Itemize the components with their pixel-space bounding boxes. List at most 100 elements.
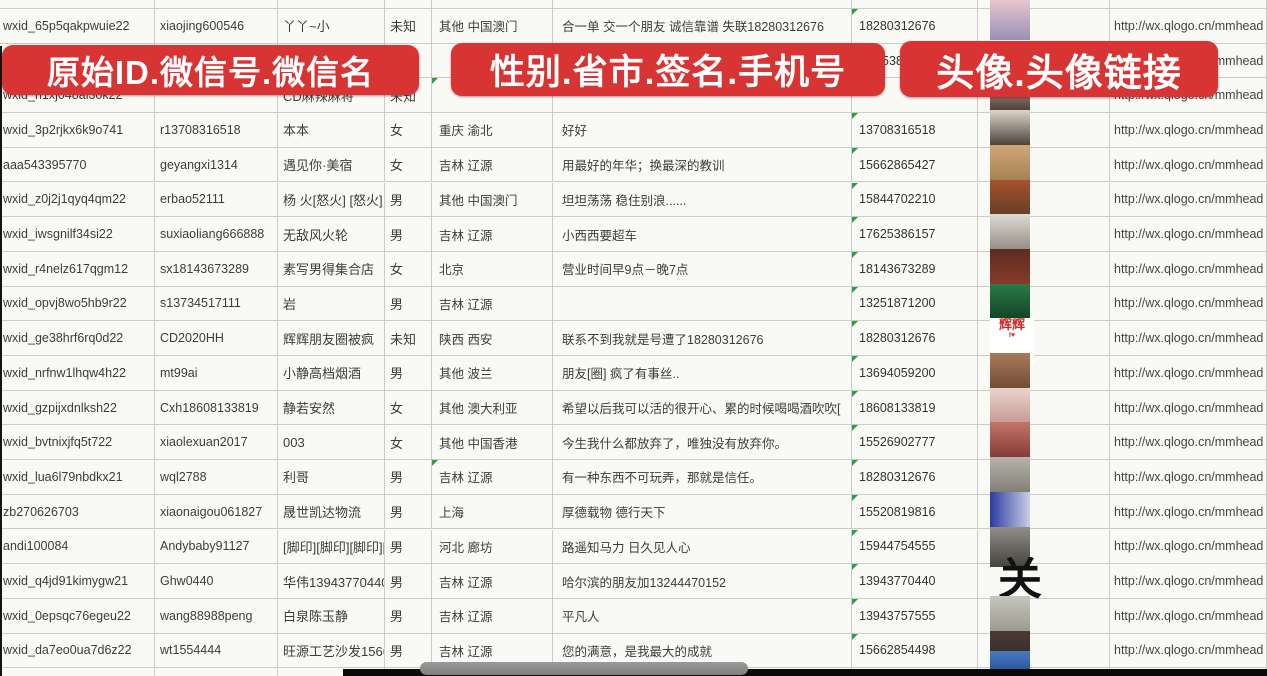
- cell-name[interactable]: 素写男得集合店: [278, 251, 385, 286]
- avatar-person-in-car[interactable]: [990, 214, 1030, 255]
- cell-gender[interactable]: [385, 0, 432, 8]
- cell-name[interactable]: 杨 火[怒火] [怒火]: [278, 182, 385, 217]
- cell-url[interactable]: http://wx.qlogo.cn/mmhead: [1110, 9, 1267, 43]
- cell-name[interactable]: 白泉陈玉静: [278, 598, 385, 633]
- cell-avatar[interactable]: [978, 529, 1110, 564]
- cell-id[interactable]: [0, 0, 155, 8]
- cell-name[interactable]: 华伟13943770440: [278, 564, 385, 598]
- cell-avatar[interactable]: [978, 217, 1110, 251]
- cell-phone[interactable]: 13943770440: [852, 564, 978, 598]
- cell-name[interactable]: 遇见你·美宿: [278, 147, 385, 182]
- avatar-building-gate[interactable]: [990, 526, 1030, 567]
- cell-region[interactable]: 吉林 辽源: [432, 460, 553, 494]
- cell-phone[interactable]: 18280312676: [852, 321, 978, 355]
- cell-region[interactable]: 陕西 西安: [432, 321, 553, 355]
- cell-signature[interactable]: 希望以后我可以活的很开心、累的时候喝喝酒吹吹[: [553, 390, 852, 425]
- cell-gender[interactable]: 女: [385, 251, 432, 286]
- cell-wechat[interactable]: sx18143673289: [155, 251, 278, 286]
- cell-avatar[interactable]: [978, 390, 1110, 425]
- cell-avatar[interactable]: [978, 598, 1110, 633]
- cell-phone[interactable]: 18608133819: [852, 390, 978, 425]
- cell-gender[interactable]: [385, 43, 432, 78]
- cell-id[interactable]: wxid_bvtnixjfq5t722: [0, 425, 155, 460]
- cell-region[interactable]: 其他 中国澳门: [432, 9, 553, 43]
- cell-signature[interactable]: 朋友[圈] 疯了有事丝..: [553, 356, 852, 390]
- cell-name[interactable]: 岩: [278, 286, 385, 321]
- cell-url[interactable]: http://wx.qlogo.cn/mmhead: [1110, 321, 1267, 355]
- cell-phone[interactable]: [852, 0, 978, 8]
- cell-signature[interactable]: 路遥知马力 日久见人心: [553, 529, 852, 564]
- cell-id[interactable]: wxid_opvj8wo5hb9r22: [0, 286, 155, 321]
- cell-name[interactable]: 利哥: [278, 460, 385, 494]
- cell-id[interactable]: aaa543395770: [0, 147, 155, 182]
- cell-id[interactable]: wxid_0epsqc76egeu22: [0, 598, 155, 633]
- cell-gender[interactable]: 男: [385, 564, 432, 598]
- cell-signature[interactable]: 小西西要超车: [553, 217, 852, 251]
- avatar-outdoor-person-gray[interactable]: [990, 595, 1030, 636]
- cell-gender[interactable]: 女: [385, 390, 432, 425]
- cell-wechat[interactable]: Cxh18608133819: [155, 390, 278, 425]
- cell-url[interactable]: [1110, 0, 1267, 8]
- cell-gender[interactable]: 男: [385, 356, 432, 390]
- cell-gender[interactable]: 男: [385, 529, 432, 564]
- avatar-girl-selfie-pink[interactable]: [990, 0, 1030, 40]
- cell-signature[interactable]: 营业时间早9点－晚7点: [553, 251, 852, 286]
- cell-region[interactable]: 其他 中国香港: [432, 425, 553, 460]
- cell-region[interactable]: [432, 0, 553, 8]
- cell-wechat[interactable]: [155, 78, 278, 113]
- avatar-green-poster[interactable]: [990, 283, 1030, 324]
- cell-id[interactable]: wxid_z0j2j1qyq4qm22: [0, 182, 155, 217]
- cell-wechat[interactable]: Ghw0440: [155, 564, 278, 598]
- cell-avatar[interactable]: [978, 321, 1110, 355]
- cell-name[interactable]: 小静高档烟酒: [278, 356, 385, 390]
- avatar-dried-flowers[interactable]: [990, 144, 1030, 185]
- cell-gender[interactable]: 男: [385, 633, 432, 668]
- cell-signature[interactable]: 合一单 交一个朋友 诚信靠谱 失联18280312676: [553, 9, 852, 43]
- cell-avatar[interactable]: [978, 182, 1110, 217]
- cell-signature[interactable]: [553, 286, 852, 321]
- cell-name[interactable]: 本本: [278, 113, 385, 147]
- cell-wechat[interactable]: r13708316518: [155, 113, 278, 147]
- cell-avatar[interactable]: [978, 564, 1110, 598]
- avatar-calligraphy-guan[interactable]: 关: [990, 557, 1050, 611]
- cell-id[interactable]: wxid_nrfnw1lhqw4h22: [0, 356, 155, 390]
- cell-wechat[interactable]: CD2020HH: [155, 321, 278, 355]
- cell-avatar[interactable]: [978, 286, 1110, 321]
- cell-url[interactable]: http://wx.qlogo.cn/mmhead: [1110, 425, 1267, 460]
- cell-url[interactable]: http://wx.qlogo.cn/mmhead: [1110, 460, 1267, 494]
- cell-avatar[interactable]: [978, 633, 1110, 668]
- cell-phone[interactable]: 13694059200: [852, 356, 978, 390]
- cell-region[interactable]: 河北 廊坊: [432, 529, 553, 564]
- cell-signature[interactable]: 今生我什么都放弃了，唯独没有放弃你。: [553, 425, 852, 460]
- cell-gender[interactable]: 男: [385, 182, 432, 217]
- cell-phone[interactable]: 17625386157: [852, 217, 978, 251]
- cell-url[interactable]: http://wx.qlogo.cn/mmhead: [1110, 251, 1267, 286]
- cell-signature[interactable]: 厚德载物 德行天下: [553, 494, 852, 529]
- cell-url[interactable]: http://wx.qlogo.cn/mmhead: [1110, 113, 1267, 147]
- avatar-pale-girl-pink[interactable]: [990, 387, 1030, 428]
- cell-url[interactable]: http://wx.qlogo.cn/mmhead: [1110, 217, 1267, 251]
- cell-phone[interactable]: 15662854498: [852, 633, 978, 668]
- cell-gender[interactable]: 男: [385, 598, 432, 633]
- cell-url[interactable]: http://wx.qlogo.cn/mmhead: [1110, 147, 1267, 182]
- cell-id[interactable]: wxid_ge38hrf6rq0d22: [0, 321, 155, 355]
- horizontal-scroll-thumb[interactable]: [420, 662, 748, 675]
- cell-wechat[interactable]: suxiaoliang666888: [155, 217, 278, 251]
- cell-id[interactable]: wxid_iwsgnilf34si22: [0, 217, 155, 251]
- cell-url[interactable]: http://wx.qlogo.cn/mmhead: [1110, 564, 1267, 598]
- cell-avatar[interactable]: [978, 113, 1110, 147]
- cell-region[interactable]: 吉林 辽源: [432, 564, 553, 598]
- cell-wechat[interactable]: Andybaby91127: [155, 529, 278, 564]
- cell-id[interactable]: [0, 668, 155, 676]
- cell-id[interactable]: wxid_da7eo0ua7d6z22: [0, 633, 155, 668]
- cell-url[interactable]: http://wx.qlogo.cn/mmhead: [1110, 286, 1267, 321]
- cell-region[interactable]: 吉林 辽源: [432, 286, 553, 321]
- cell-gender[interactable]: 未知: [385, 321, 432, 355]
- cell-region[interactable]: 其他 中国澳门: [432, 182, 553, 217]
- cell-name[interactable]: 静若安然: [278, 390, 385, 425]
- cell-signature[interactable]: 联系不到我就是号遭了18280312676: [553, 321, 852, 355]
- cell-avatar[interactable]: [978, 251, 1110, 286]
- cell-signature[interactable]: [553, 0, 852, 8]
- cell-wechat[interactable]: xiaolexuan2017: [155, 425, 278, 460]
- cell-url[interactable]: http://wx.qlogo.cn/mmhead: [1110, 356, 1267, 390]
